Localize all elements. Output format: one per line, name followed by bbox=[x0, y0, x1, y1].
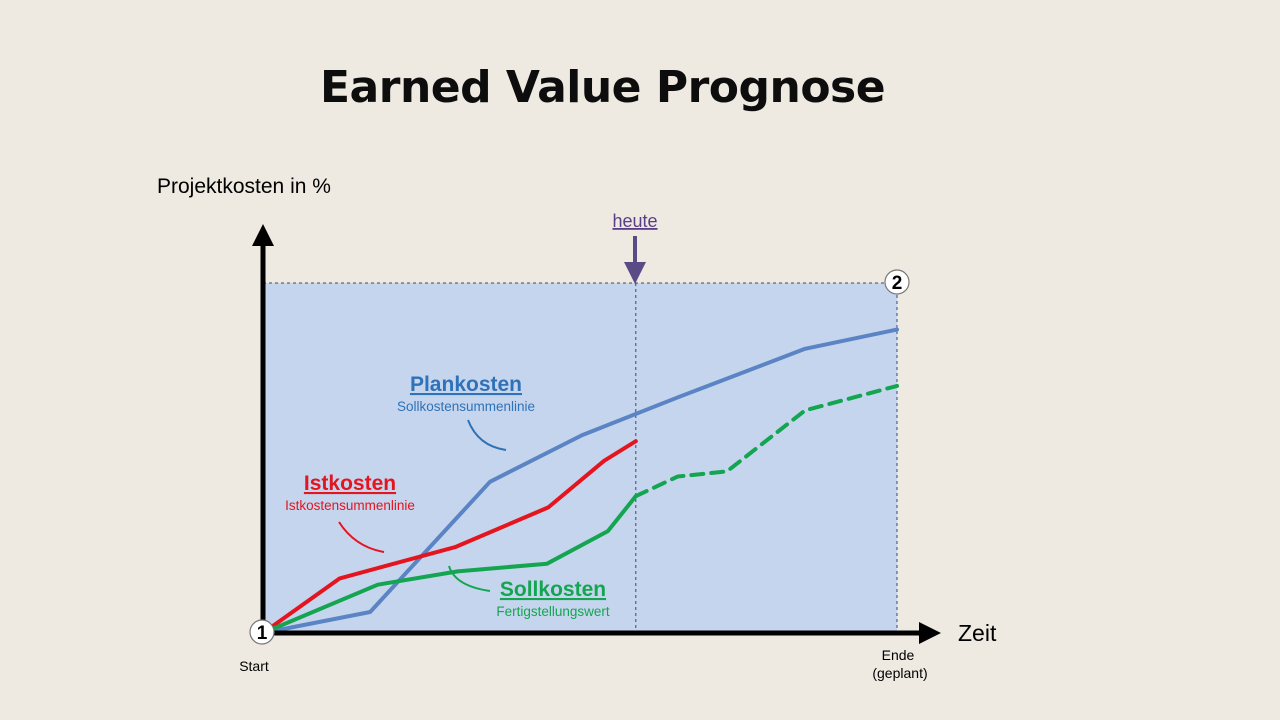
y-axis-label: Projektkosten in % bbox=[157, 175, 331, 198]
start-marker-label: 1 bbox=[257, 623, 268, 644]
end-marker-label: 2 bbox=[892, 273, 903, 294]
x-end-label: Ende bbox=[882, 647, 915, 663]
x-start-label: Start bbox=[239, 658, 269, 674]
sollkosten-series-line bbox=[261, 494, 638, 635]
end-marker bbox=[884, 269, 910, 295]
istkosten-label: Istkosten bbox=[304, 472, 396, 495]
y-axis-arrow-icon bbox=[252, 224, 274, 246]
start-marker bbox=[249, 619, 275, 645]
istkosten-series-line bbox=[261, 439, 638, 635]
today-label: heute bbox=[612, 211, 657, 231]
sollkosten-sublabel: Fertigstellungswert bbox=[496, 604, 610, 619]
plot-area bbox=[263, 283, 897, 633]
istkosten-sublabel: Istkostensummenlinie bbox=[285, 498, 415, 513]
series-layer bbox=[261, 327, 899, 635]
plankosten-sublabel: Sollkostensummenlinie bbox=[397, 399, 535, 414]
sollkosten-callout-line bbox=[448, 565, 491, 592]
sollkosten-label: Sollkosten bbox=[500, 578, 606, 601]
plankosten-callout-line bbox=[467, 419, 507, 451]
plankosten-label: Plankosten bbox=[410, 373, 522, 396]
sollkosten-forecast-series-line bbox=[633, 383, 899, 499]
istkosten-callout-line bbox=[338, 521, 385, 553]
today-arrow-icon bbox=[624, 262, 646, 284]
x-axis-label: Zeit bbox=[958, 620, 997, 646]
x-end-label-sub: (geplant) bbox=[872, 665, 927, 681]
page-title: Earned Value Prognose bbox=[320, 62, 886, 113]
plankosten-series-line bbox=[261, 327, 899, 635]
x-axis-arrow-icon bbox=[919, 622, 941, 644]
